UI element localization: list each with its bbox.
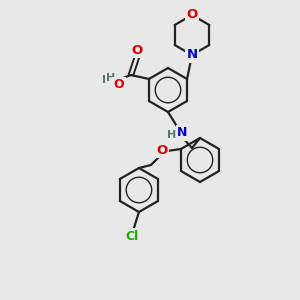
Text: O: O: [156, 143, 168, 157]
Text: Cl: Cl: [125, 230, 139, 242]
Text: O: O: [186, 8, 198, 22]
Text: H: H: [102, 75, 112, 85]
Text: H: H: [167, 130, 177, 140]
Text: O: O: [131, 44, 142, 56]
Text: O: O: [114, 79, 124, 92]
Text: N: N: [177, 127, 187, 140]
Text: H: H: [106, 73, 116, 83]
Text: N: N: [186, 49, 198, 62]
